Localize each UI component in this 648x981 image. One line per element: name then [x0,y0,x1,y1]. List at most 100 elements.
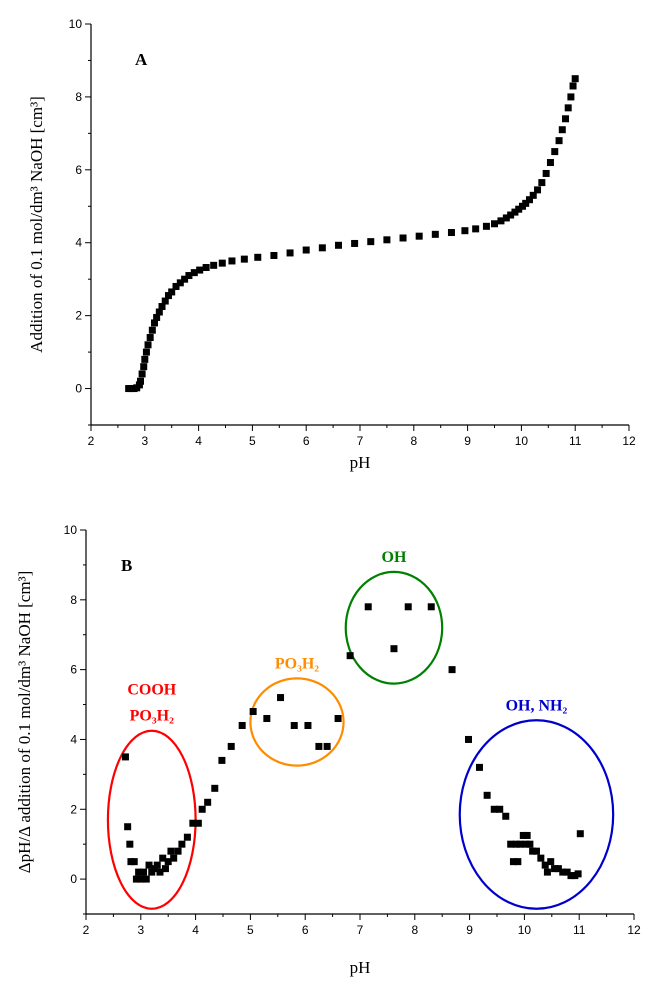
data-point [126,840,134,848]
data-point [153,313,161,321]
data-point [521,840,529,848]
data-point [168,288,176,296]
chart-panel-b: 2 3 4 5 6 7 8 9 10 11 12 0 2 4 6 8 10 pH ΔpH/Δ addition of… [15,523,641,977]
data-point [174,847,182,855]
data-point [286,249,294,257]
data-point [194,819,202,827]
data-point [190,269,198,277]
data-point [567,872,575,880]
data-point [571,75,579,83]
data-point [554,865,562,873]
data-point [211,784,219,792]
annotation-ellipse [458,719,615,910]
y-tick-label: 4 [75,236,82,250]
x-tick-label: 4 [192,923,199,937]
data-point [542,169,550,177]
data-point [218,756,226,764]
data-point [448,666,456,674]
data-point [555,137,563,145]
y-tick-label: 8 [75,90,82,104]
data-point [124,823,132,831]
x-tick-label: 8 [410,434,417,448]
x-tick-label: 11 [573,923,586,937]
data-point [519,831,527,839]
annotation-label: PO₃H₂ [130,708,174,725]
data-point [334,241,342,249]
data-point [144,341,152,349]
data-point [496,805,504,813]
data-point [141,355,149,363]
data-point [547,858,555,866]
data-point [318,244,326,252]
data-point [507,840,515,848]
y-axis-title: ΔpH/Δ addition of 0.1 mol/dm³ NaOH [cm³] [15,571,34,874]
data-point [130,858,138,866]
x-tick-label: 8 [411,923,418,937]
x-tick-label: 6 [302,923,309,937]
data-point [399,234,407,242]
data-point [181,275,189,283]
data-point [551,148,559,156]
panel-label: B [121,556,132,575]
data-point [140,868,148,876]
data-point [198,805,206,813]
data-point [156,868,164,876]
data-point [541,861,549,869]
data-point [509,858,517,866]
data-point [334,715,342,723]
data-point [315,742,323,750]
data-point [170,854,178,862]
x-axis-title: pH [350,958,371,977]
data-point [254,253,262,261]
data-point [567,93,575,101]
data-point [526,840,534,848]
x-tick-label: 10 [515,434,529,448]
annotation-label: PO₃H₂ [275,655,319,672]
x-tick-label: 4 [195,434,202,448]
data-point [472,225,480,233]
data-point [164,292,172,300]
x-tick-label: 3 [141,434,148,448]
annotation-ellipse [249,677,345,767]
y-tick-label: 10 [64,523,78,537]
data-point [351,239,359,247]
data-point [532,847,540,855]
data-point [176,279,184,287]
data-point [431,230,439,238]
data-point [136,377,144,385]
y-tick-label: 2 [75,309,82,323]
data-point [153,861,161,869]
y-tick-label: 6 [75,163,82,177]
data-point [427,603,435,611]
chart-panel-a: 2 3 4 5 6 7 8 9 10 11 12 0 2 4 6 8 10 pH Addition of 0.1 m… [27,17,636,472]
data-point [490,805,498,813]
data-point [483,791,491,799]
data-point [576,830,584,838]
data-point [537,854,545,862]
data-point [210,261,218,269]
data-point [543,868,551,876]
data-point [277,694,285,702]
data-point [482,222,490,230]
x-tick-label: 6 [303,434,310,448]
data-point [491,220,498,228]
data-point [323,742,331,750]
data-point [502,214,510,222]
annotation-label: OH, NH₂ [506,697,568,714]
x-tick-label: 5 [247,923,254,937]
data-point [121,753,129,761]
y-axis-title: Addition of 0.1 mol/dm³ NaOH [cm³] [27,96,46,353]
data-point [529,191,537,199]
data-point [164,858,172,866]
annotation-label: OH [382,549,407,566]
x-tick-label: 9 [466,923,473,937]
data-point [150,319,158,327]
data-point [346,652,354,660]
data-point [178,840,186,848]
data-point [497,217,505,225]
data-point [227,742,235,750]
data-point [529,847,537,855]
data-point [161,865,169,873]
data-point [534,186,542,194]
